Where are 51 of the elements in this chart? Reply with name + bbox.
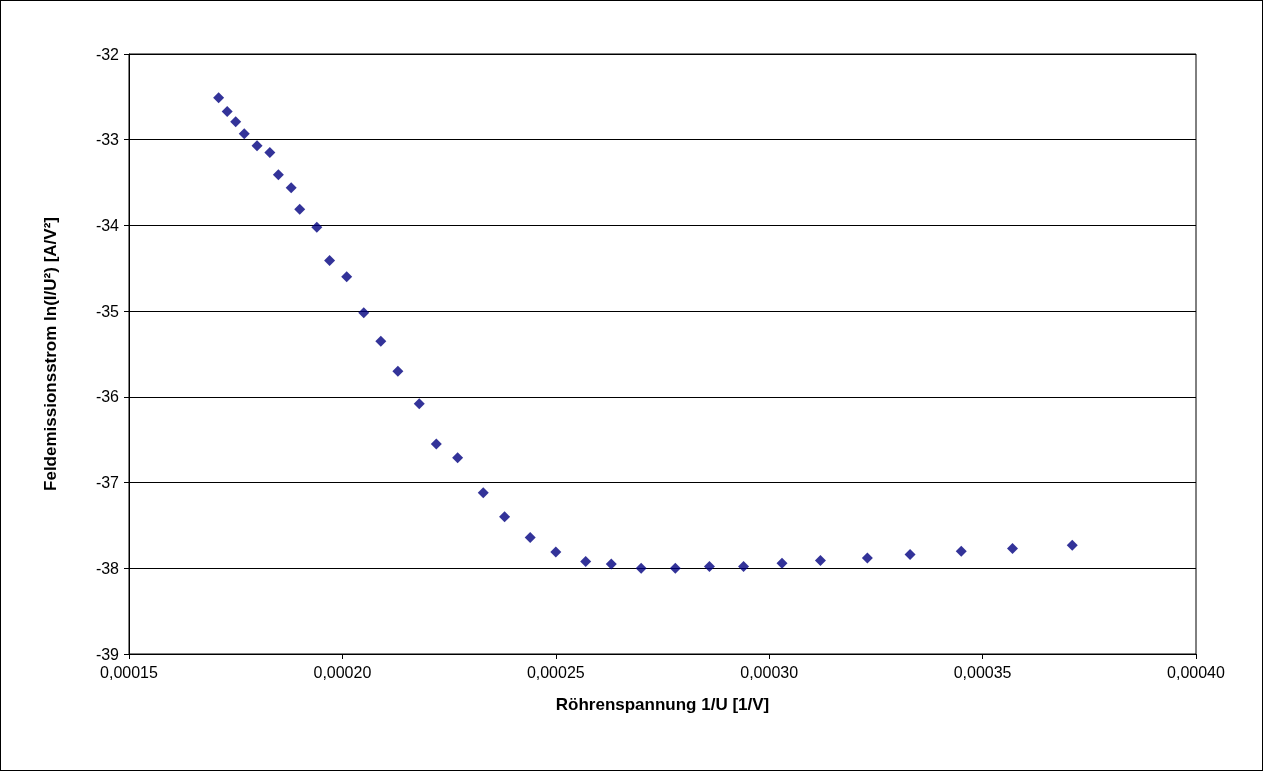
x-tick-label: 0,00025 xyxy=(526,663,585,681)
point xyxy=(814,555,826,567)
point xyxy=(635,562,647,574)
y-tick-label: -33 xyxy=(95,131,120,149)
point xyxy=(499,511,511,523)
x-axis-title: Röhrenspannung 1/U [1/V] xyxy=(555,695,770,714)
point xyxy=(605,558,617,570)
point xyxy=(230,116,242,128)
point xyxy=(375,335,387,347)
point xyxy=(392,365,404,377)
point xyxy=(861,552,873,564)
point xyxy=(213,92,225,104)
point xyxy=(738,561,750,573)
point xyxy=(452,452,464,464)
y-tick-label: -37 xyxy=(95,474,120,492)
y-tick-label: -36 xyxy=(95,388,120,406)
x-tick-label: 0,00030 xyxy=(740,663,799,681)
point xyxy=(1066,539,1078,551)
point xyxy=(272,169,284,181)
point xyxy=(285,182,297,194)
x-tick-label: 0,00020 xyxy=(313,663,372,681)
x-tick-label: 0,00040 xyxy=(1167,663,1226,681)
point xyxy=(703,561,715,573)
x-tick-label: 0,00035 xyxy=(953,663,1012,681)
y-tick-label: -35 xyxy=(95,302,120,320)
point xyxy=(358,307,370,319)
point xyxy=(580,555,592,567)
point xyxy=(238,128,250,140)
point xyxy=(311,221,323,233)
point xyxy=(294,203,306,215)
y-tick-label: -38 xyxy=(95,559,120,577)
y-tick-label: -32 xyxy=(95,45,120,63)
y-axis-title: Feldemissionsstrom ln(I/U²) [A/V²] xyxy=(41,217,60,491)
point xyxy=(413,398,425,410)
point xyxy=(776,557,788,569)
point xyxy=(324,255,336,267)
point xyxy=(221,105,233,117)
point xyxy=(524,531,536,543)
point xyxy=(341,271,353,283)
point xyxy=(1006,543,1018,555)
point xyxy=(477,487,489,499)
point xyxy=(430,438,442,450)
point xyxy=(251,140,263,152)
y-tick-label: -39 xyxy=(95,645,120,663)
x-tick-label: 0,00015 xyxy=(100,663,159,681)
point xyxy=(669,562,681,574)
point xyxy=(955,545,967,557)
point xyxy=(264,147,276,159)
point xyxy=(904,549,916,561)
point xyxy=(550,546,562,558)
y-tick-label: -34 xyxy=(95,216,120,234)
